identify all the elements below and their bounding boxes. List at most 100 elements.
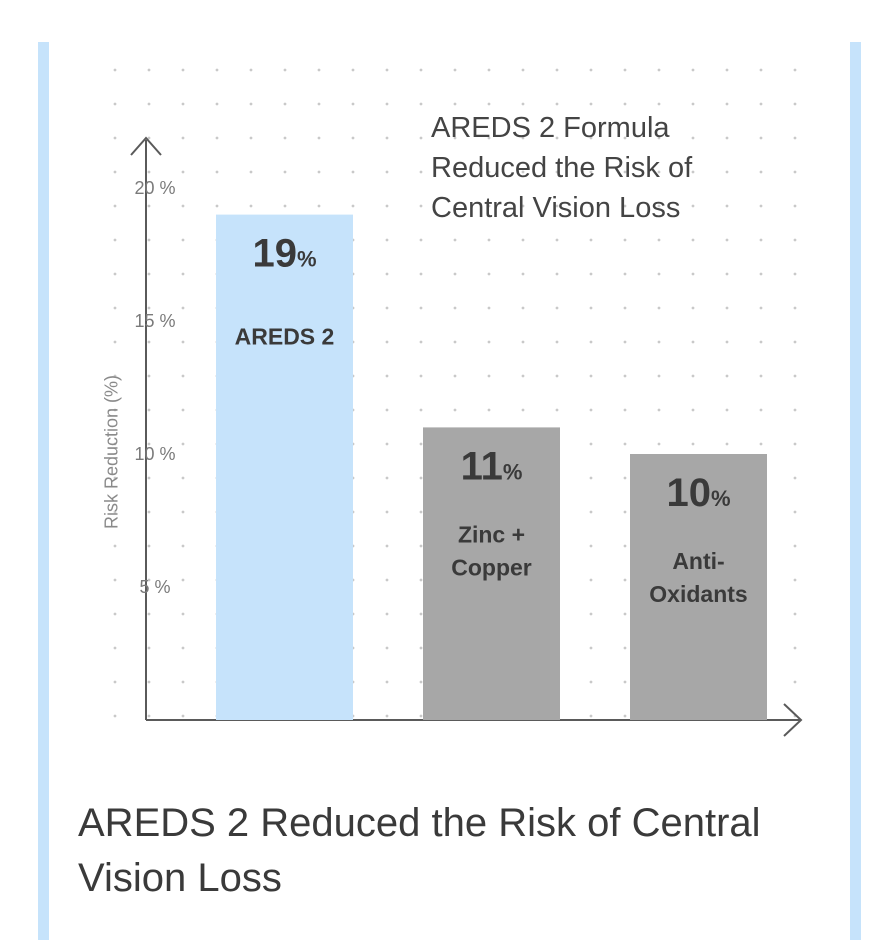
- grid-dot: [589, 136, 593, 140]
- grid-dot: [385, 578, 389, 582]
- grid-dot: [725, 340, 729, 344]
- grid-dot: [317, 170, 321, 174]
- grid-dot: [623, 578, 627, 582]
- grid-dot: [657, 102, 661, 106]
- grid-dot: [419, 476, 423, 480]
- grid-dot: [589, 680, 593, 684]
- grid-dot: [793, 510, 797, 514]
- grid-dot: [487, 68, 491, 72]
- grid-dot: [691, 68, 695, 72]
- grid-dot: [623, 408, 627, 412]
- grid-dot: [589, 170, 593, 174]
- right-border-stripe: [850, 42, 861, 940]
- grid-dot: [147, 680, 151, 684]
- grid-dot: [657, 68, 661, 72]
- grid-dot: [521, 68, 525, 72]
- grid-dot: [759, 136, 763, 140]
- grid-dot: [147, 544, 151, 548]
- grid-dot: [759, 340, 763, 344]
- grid-dot: [385, 442, 389, 446]
- grid-dot: [725, 204, 729, 208]
- grid-dot: [589, 204, 593, 208]
- grid-dot: [589, 510, 593, 514]
- grid-dot: [147, 408, 151, 412]
- grid-dot: [351, 170, 355, 174]
- grid-dot: [793, 102, 797, 106]
- grid-dot: [793, 646, 797, 650]
- grid-dot: [793, 442, 797, 446]
- grid-dot: [657, 238, 661, 242]
- grid-dot: [351, 204, 355, 208]
- grid-dot: [113, 238, 117, 242]
- grid-dot: [147, 612, 151, 616]
- grid-dot: [623, 374, 627, 378]
- grid-dot: [351, 68, 355, 72]
- grid-dot: [793, 204, 797, 208]
- grid-dot: [725, 170, 729, 174]
- grid-dot: [283, 170, 287, 174]
- grid-dot: [181, 714, 185, 718]
- grid-dot: [793, 578, 797, 582]
- y-tick-labels: 5 % 10 % 15 % 20 %: [134, 178, 175, 597]
- grid-dot: [657, 170, 661, 174]
- grid-dot: [793, 340, 797, 344]
- grid-dot: [691, 442, 695, 446]
- grid-dot: [419, 306, 423, 310]
- grid-dot: [147, 714, 151, 718]
- grid-dot: [419, 340, 423, 344]
- grid-dot: [589, 714, 593, 718]
- grid-dot: [487, 408, 491, 412]
- grid-dot: [521, 374, 525, 378]
- grid-dot: [793, 476, 797, 480]
- grid-dot: [283, 102, 287, 106]
- grid-dot: [623, 340, 627, 344]
- grid-dot: [555, 68, 559, 72]
- grid-dot: [147, 306, 151, 310]
- grid-dot: [623, 204, 627, 208]
- grid-dot: [691, 306, 695, 310]
- grid-dot: [147, 102, 151, 106]
- grid-dot: [419, 136, 423, 140]
- grid-dot: [181, 204, 185, 208]
- grid-dot: [351, 102, 355, 106]
- grid-dot: [181, 136, 185, 140]
- grid-dot: [487, 204, 491, 208]
- grid-dot: [487, 272, 491, 276]
- grid-dot: [623, 612, 627, 616]
- grid-dot: [419, 102, 423, 106]
- grid-dot: [385, 136, 389, 140]
- grid-dot: [283, 204, 287, 208]
- grid-dot: [181, 510, 185, 514]
- grid-dot: [317, 68, 321, 72]
- grid-dot: [419, 238, 423, 242]
- grid-dot: [555, 102, 559, 106]
- grid-dot: [181, 646, 185, 650]
- grid-dot: [249, 68, 253, 72]
- grid-dot: [113, 612, 117, 616]
- grid-dot: [385, 340, 389, 344]
- grid-dot: [147, 476, 151, 480]
- grid-dot: [249, 204, 253, 208]
- grid-dot: [521, 136, 525, 140]
- figure-caption: AREDS 2 Reduced the Risk of Central Visi…: [78, 801, 761, 900]
- x-axis-arrow: [783, 703, 803, 737]
- grid-dot: [317, 102, 321, 106]
- grid-dot: [181, 680, 185, 684]
- grid-dot: [453, 272, 457, 276]
- grid-dot: [793, 136, 797, 140]
- grid-dot: [283, 68, 287, 72]
- grid-dot: [589, 306, 593, 310]
- grid-dot: [215, 204, 219, 208]
- grid-dot: [147, 238, 151, 242]
- grid-dot: [419, 442, 423, 446]
- grid-dot: [521, 306, 525, 310]
- grid-dot: [657, 408, 661, 412]
- grid-dot: [181, 238, 185, 242]
- left-border-stripe: [38, 42, 49, 940]
- grid-dot: [589, 68, 593, 72]
- grid-dot: [317, 204, 321, 208]
- grid-dot: [419, 374, 423, 378]
- grid-dot: [793, 680, 797, 684]
- grid-dot: [657, 204, 661, 208]
- grid-dot: [249, 170, 253, 174]
